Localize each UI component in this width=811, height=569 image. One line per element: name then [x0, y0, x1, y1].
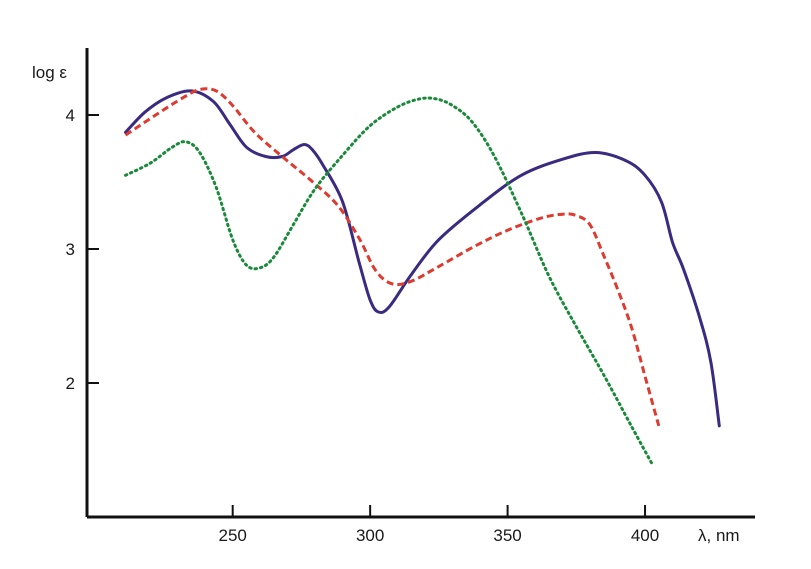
- x-tick-label: 400: [631, 526, 659, 545]
- y-tick-label: 2: [66, 374, 75, 393]
- series-group: [124, 87, 721, 468]
- y-axis-title: log ε: [32, 63, 67, 82]
- x-tick-label: 350: [493, 526, 521, 545]
- y-tick-label: 4: [66, 106, 75, 125]
- series-line-1-solid: [124, 89, 721, 428]
- axes: 250 300 350 400 2 3 4: [66, 48, 755, 545]
- x-axis-title: λ, nm: [698, 526, 740, 545]
- y-tick-label: 3: [66, 240, 75, 259]
- x-tick-label: 250: [219, 526, 247, 545]
- series-line-3-dotted: [124, 96, 655, 468]
- series-line-2-dashed: [124, 87, 661, 427]
- x-tick-label: 300: [356, 526, 384, 545]
